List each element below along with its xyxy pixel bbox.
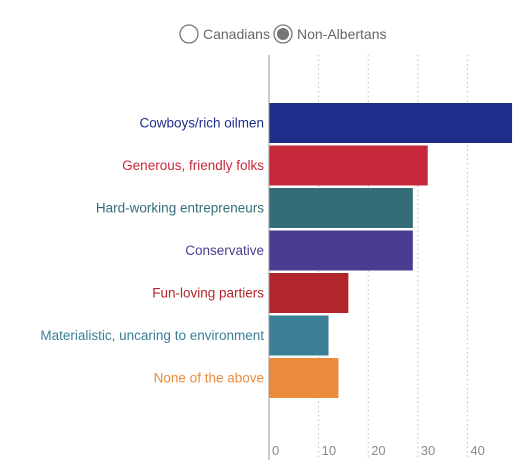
bar[interactable] bbox=[269, 103, 513, 143]
legend-option-canadians[interactable]: Canadians bbox=[179, 24, 270, 44]
x-tick-label: 10 bbox=[322, 443, 336, 458]
x-tick-label: 20 bbox=[371, 443, 385, 458]
bar[interactable] bbox=[269, 315, 329, 356]
category-label: Conservative bbox=[185, 243, 264, 258]
radio-selected-dot bbox=[277, 28, 289, 40]
category-label: Materialistic, uncaring to environment bbox=[40, 328, 264, 343]
x-axis-tick-labels: 0 10 20 30 40 bbox=[272, 443, 485, 458]
bar[interactable] bbox=[269, 188, 413, 228]
bar[interactable] bbox=[269, 273, 349, 313]
legend-label: Canadians bbox=[203, 26, 270, 42]
legend-label: Non-Albertans bbox=[297, 26, 387, 42]
category-label: Fun-loving partiers bbox=[152, 286, 264, 301]
category-label: Hard-working entrepreneurs bbox=[96, 201, 264, 216]
bar[interactable] bbox=[269, 358, 339, 398]
category-label: None of the above bbox=[154, 371, 264, 386]
bar[interactable] bbox=[269, 145, 428, 186]
x-tick-label: 0 bbox=[272, 443, 279, 458]
x-tick-label: 30 bbox=[421, 443, 435, 458]
category-labels: Cowboys/rich oilmen Generous, friendly fo… bbox=[40, 116, 264, 386]
legend: Canadians Non-Albertans bbox=[179, 24, 387, 44]
x-tick-label: 40 bbox=[470, 443, 484, 458]
legend-option-non-albertans[interactable]: Non-Albertans bbox=[273, 24, 387, 44]
radio-button[interactable] bbox=[179, 24, 199, 44]
bars bbox=[269, 103, 513, 398]
category-label: Cowboys/rich oilmen bbox=[139, 116, 264, 131]
bar[interactable] bbox=[269, 230, 413, 271]
category-label: Generous, friendly folks bbox=[122, 158, 264, 173]
